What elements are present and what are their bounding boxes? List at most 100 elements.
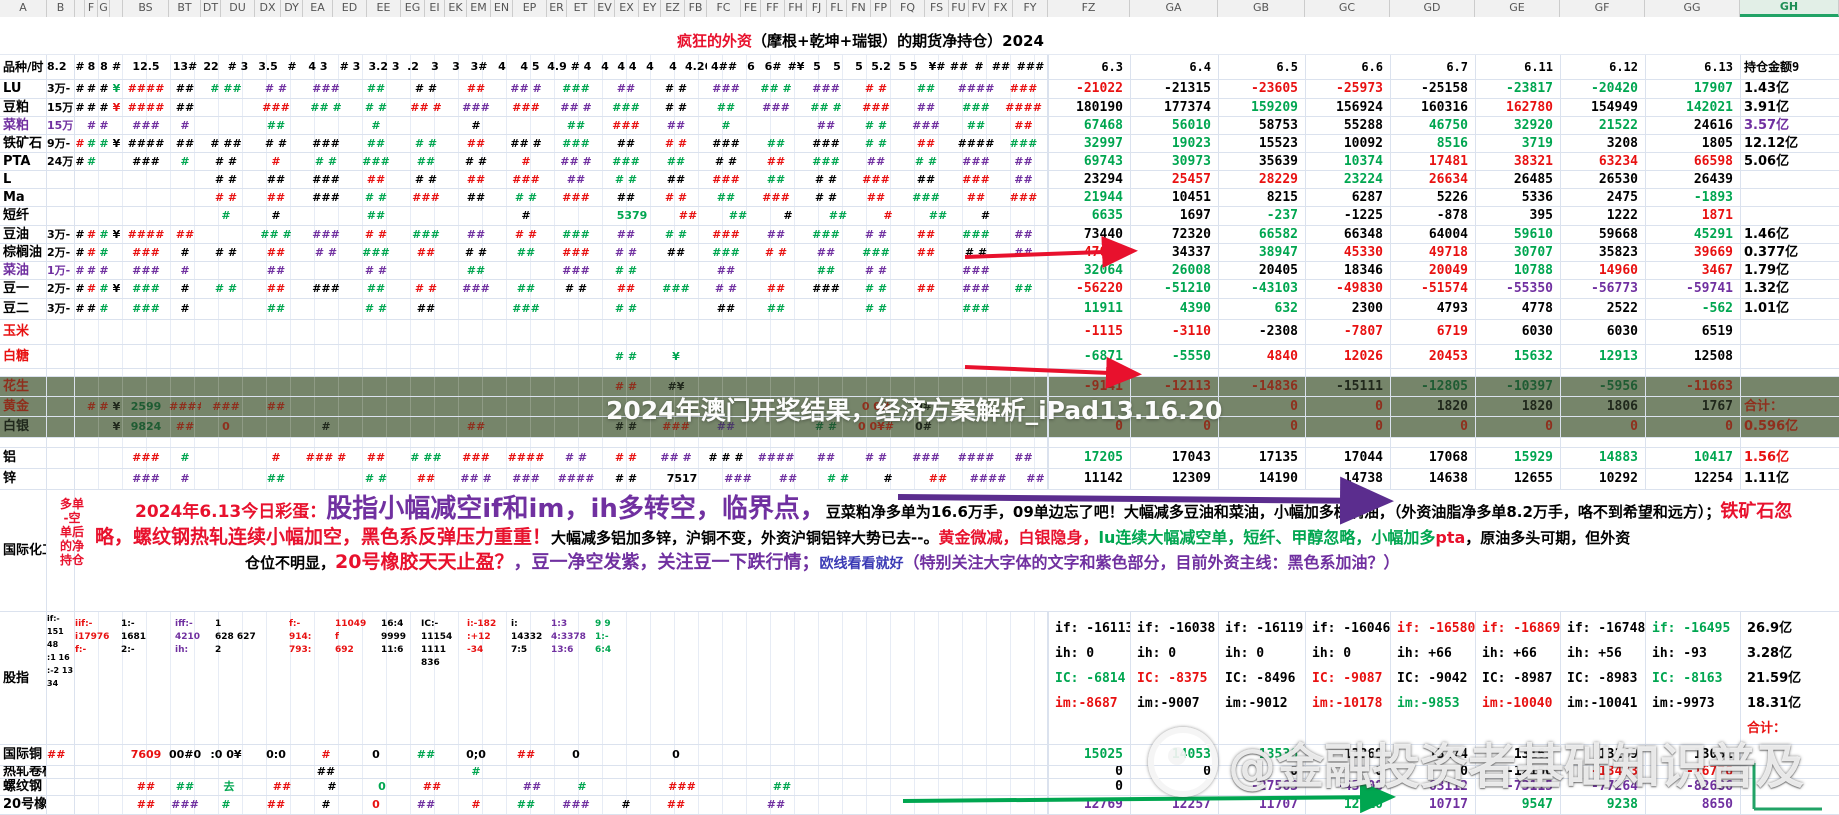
hash-cell[interactable]: # # <box>864 137 888 150</box>
hash-cell[interactable]: # <box>75 282 85 295</box>
hash-cell[interactable]: ## # <box>510 137 542 150</box>
value-cell[interactable]: 6030 <box>1560 320 1645 344</box>
hash-cell[interactable]: # <box>521 209 531 222</box>
value-cell[interactable]: 15632 <box>1475 345 1560 368</box>
column-header-BS[interactable]: BS <box>123 0 169 17</box>
amount-cell[interactable]: 1.56亿 <box>1740 448 1839 468</box>
hash-cell[interactable]: ## <box>716 264 736 277</box>
amount-cell[interactable] <box>1740 320 1839 344</box>
hash-cell[interactable]: ## <box>816 119 836 132</box>
value-cell[interactable]: 12769 <box>1048 796 1130 814</box>
hash-cell[interactable]: # <box>75 302 85 315</box>
index-noise-cell[interactable]: 16:4 9999 11:6 <box>381 619 407 655</box>
value-cell[interactable]: 23294 <box>1048 171 1130 188</box>
hash-cell[interactable]: ## <box>175 82 195 95</box>
value-cell[interactable]: 6030 <box>1475 320 1560 344</box>
value-cell[interactable]: 11911 <box>1048 299 1130 319</box>
hash-cell[interactable]: 0:0 <box>266 748 286 761</box>
hash-cell[interactable]: ### <box>512 101 540 114</box>
amount-cell[interactable] <box>1740 171 1839 188</box>
value-cell[interactable]: 32997 <box>1048 135 1130 152</box>
column-header-FX[interactable]: FX <box>989 0 1013 17</box>
column-header-EM[interactable]: EM <box>467 0 491 17</box>
hash-cell[interactable]: ### <box>362 155 390 168</box>
value-cell[interactable]: -1893 <box>1645 189 1740 206</box>
amount-cell[interactable] <box>1740 796 1839 814</box>
hash-cell[interactable]: ## <box>716 191 736 204</box>
value-cell[interactable]: -51210 <box>1130 280 1218 298</box>
hash-cell[interactable]: ### <box>862 173 890 186</box>
hash-cell[interactable]: ## <box>916 101 936 114</box>
value-cell[interactable]: 24616 <box>1645 117 1740 134</box>
hash-cell[interactable]: # # <box>714 155 738 168</box>
date-cell[interactable]: 6 <box>747 60 755 73</box>
row-label[interactable]: PTA <box>0 153 47 170</box>
hash-cell[interactable]: ¥ <box>112 400 121 413</box>
hash-cell[interactable]: ## <box>366 209 386 222</box>
index-noise-cell[interactable] <box>161 612 175 618</box>
column-header-ER[interactable]: ER <box>547 0 567 17</box>
hash-cell[interactable]: # <box>577 780 587 793</box>
hash-cell[interactable]: ## <box>422 780 442 793</box>
row-b-cell[interactable] <box>47 345 75 368</box>
value-cell[interactable]: 18346 <box>1305 262 1390 279</box>
hash-cell[interactable]: ## <box>416 472 436 485</box>
date-header-cell[interactable]: 6.3 <box>1048 55 1130 79</box>
date-cell[interactable]: # <box>75 60 85 73</box>
value-cell[interactable]: 12655 <box>1475 469 1560 489</box>
hash-cell[interactable]: ### <box>1009 137 1038 150</box>
hash-cell[interactable]: #### <box>969 472 1007 485</box>
hash-cell[interactable]: ## <box>816 246 836 259</box>
hash-cell[interactable]: #### <box>127 228 165 241</box>
column-header-GH[interactable]: GH <box>1740 0 1839 17</box>
hash-cell[interactable]: # # <box>664 191 688 204</box>
value-cell[interactable]: 12913 <box>1560 345 1645 368</box>
index-value-cell[interactable]: if: -16580 ih: +66 IC: -9042 im:-9853 <box>1390 612 1475 744</box>
hash-cell[interactable]: #### <box>1005 101 1042 114</box>
row-label[interactable]: 螺纹钢 <box>0 779 47 795</box>
date-header-cell[interactable]: 6.4 <box>1130 55 1218 79</box>
hash-cell[interactable]: ## <box>916 82 936 95</box>
value-cell[interactable]: 5226 <box>1390 189 1475 206</box>
hash-cell[interactable]: # <box>471 119 481 132</box>
date-cell[interactable]: 3.2 3 <box>368 60 400 73</box>
hash-cell[interactable]: # <box>221 209 231 222</box>
value-cell[interactable]: 55288 <box>1305 117 1390 134</box>
amount-cell[interactable]: 12.12亿 <box>1740 135 1839 152</box>
value-cell[interactable]: -25973 <box>1305 80 1390 98</box>
hash-cell[interactable]: ### <box>962 155 990 168</box>
hash-cell[interactable]: ## <box>928 209 948 222</box>
hash-cell[interactable]: # <box>783 209 793 222</box>
value-cell[interactable]: 30707 <box>1475 244 1560 261</box>
hash-cell[interactable]: ### <box>962 173 990 186</box>
value-cell[interactable]: -56773 <box>1560 280 1645 298</box>
hash-cell[interactable]: ## <box>516 282 536 295</box>
value-cell[interactable]: 2300 <box>1305 299 1390 319</box>
hash-cell[interactable]: 5379 <box>616 209 648 222</box>
value-cell[interactable]: 13369 <box>1305 745 1390 765</box>
value-cell[interactable]: 32064 <box>1048 262 1130 279</box>
hash-cell[interactable]: ## <box>516 246 536 259</box>
hash-cell[interactable]: #### <box>957 82 995 95</box>
hash-cell[interactable]: 0 0# <box>861 400 891 413</box>
hash-cell[interactable]: 0# <box>915 420 932 433</box>
value-cell[interactable]: 66598 <box>1645 153 1740 170</box>
hash-cell[interactable]: # <box>75 82 85 95</box>
value-cell[interactable]: -23817 <box>1475 80 1560 98</box>
value-cell[interactable]: 156924 <box>1305 99 1390 116</box>
hash-cell[interactable]: ### <box>462 282 490 295</box>
value-cell[interactable]: -16776 <box>1645 766 1740 778</box>
column-header-EA[interactable]: EA <box>303 0 333 17</box>
hash-cell[interactable]: # # <box>214 246 238 259</box>
value-cell[interactable]: 12257 <box>1130 796 1218 814</box>
hash-cell[interactable]: ## <box>916 173 936 186</box>
value-cell[interactable]: 19023 <box>1130 135 1218 152</box>
column-header-FC[interactable]: FC <box>707 0 741 17</box>
value-cell[interactable]: -15111 <box>1305 377 1390 396</box>
hash-cell[interactable]: ### <box>912 451 940 464</box>
amount-cell[interactable]: 0.596亿 <box>1740 417 1839 437</box>
hash-cell[interactable]: ### <box>312 173 340 186</box>
row-b-cell[interactable]: 3万- <box>47 80 75 98</box>
hash-cell[interactable]: # # <box>314 155 338 168</box>
hash-cell[interactable]: ## # <box>310 101 342 114</box>
